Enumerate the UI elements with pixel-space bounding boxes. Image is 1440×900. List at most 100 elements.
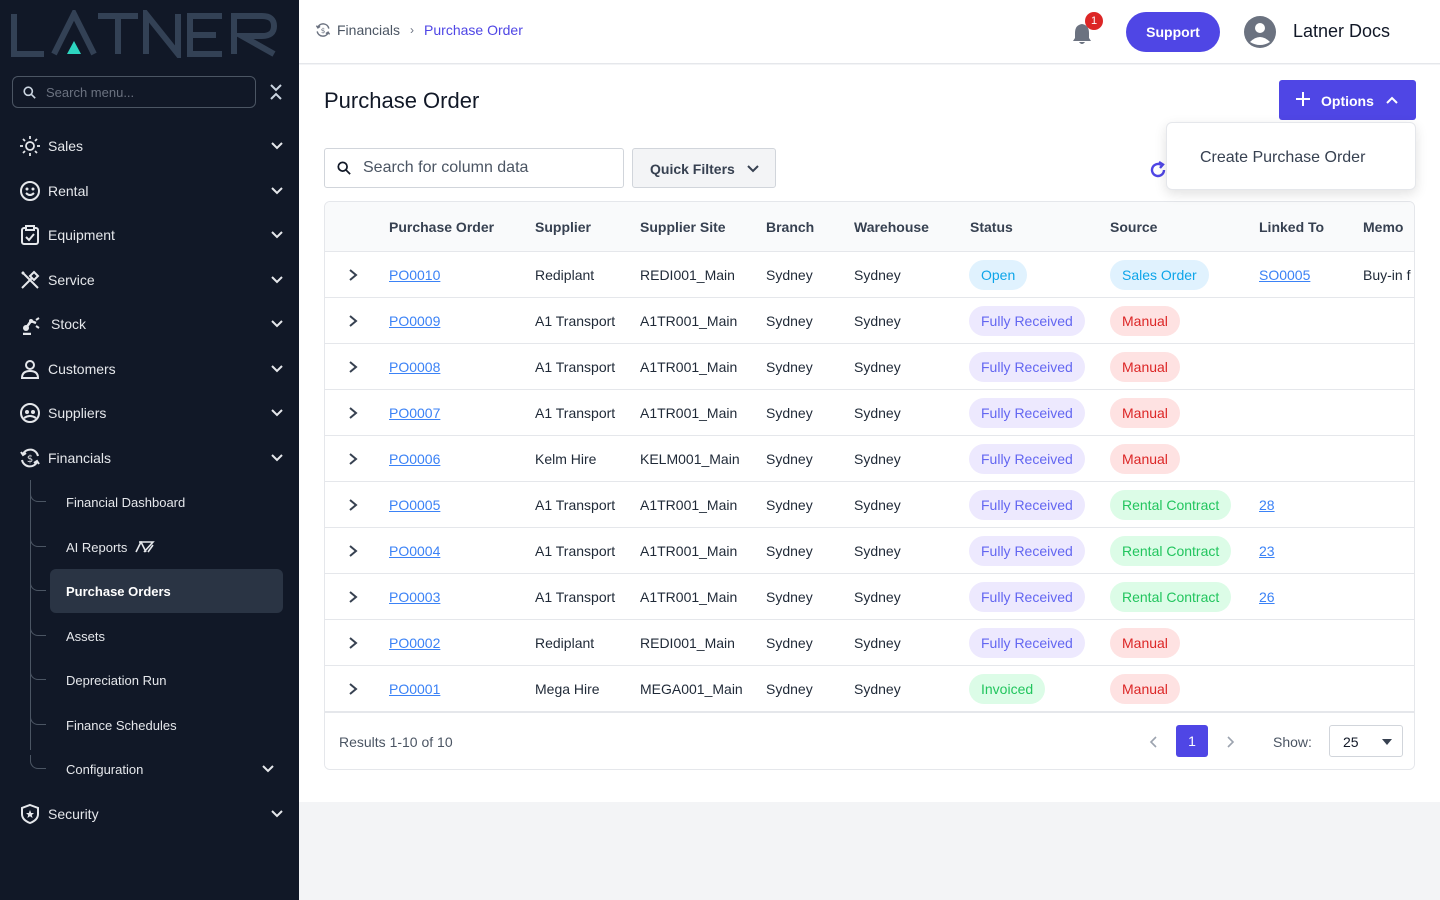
sidebar-item-customers[interactable]: Customers: [0, 347, 299, 391]
chevron-right-icon[interactable]: [1223, 735, 1237, 749]
linked-to-link[interactable]: 23: [1259, 543, 1275, 559]
linked-to-link[interactable]: 26: [1259, 589, 1275, 605]
column-search-input[interactable]: [363, 159, 603, 177]
column-header[interactable]: Source: [1110, 219, 1158, 235]
sidebar-item-security[interactable]: Security: [0, 792, 299, 836]
po-number-link[interactable]: PO0006: [389, 451, 441, 467]
column-search[interactable]: [324, 148, 624, 188]
quick-filters-button[interactable]: Quick Filters: [632, 148, 776, 188]
chevron-right-icon[interactable]: [347, 590, 359, 604]
chevron-down-icon: [271, 142, 283, 150]
po-number-link[interactable]: PO0005: [389, 497, 441, 513]
branch-cell: Sydney: [766, 313, 813, 329]
sidebar-item-stock[interactable]: Stock: [0, 302, 299, 346]
table-row[interactable]: PO0003 A1 Transport A1TR001_Main Sydney Sydn…: [325, 574, 1414, 620]
table-row[interactable]: PO0004 A1 Transport A1TR001_Main Sydney Sydn…: [325, 528, 1414, 574]
table-header: Purchase Order Supplier Supplier Site Br…: [325, 202, 1414, 252]
page-size-select[interactable]: 25: [1329, 725, 1403, 757]
status-badge: Open: [969, 260, 1028, 290]
po-number-link[interactable]: PO0003: [389, 589, 441, 605]
chevron-right-icon[interactable]: [347, 314, 359, 328]
po-number-link[interactable]: PO0007: [389, 405, 441, 421]
sidebar-sub-finance-schedules[interactable]: Finance Schedules: [50, 703, 283, 747]
chevron-right-icon[interactable]: [347, 452, 359, 466]
sidebar-sub-assets[interactable]: Assets: [50, 614, 283, 658]
tree-branch: [30, 533, 46, 547]
branch-cell: Sydney: [766, 681, 813, 697]
linked-to-link[interactable]: 28: [1259, 497, 1275, 513]
refresh-icon[interactable]: [1148, 160, 1168, 180]
table-row[interactable]: PO0009 A1 Transport A1TR001_Main Sydney Sydn…: [325, 298, 1414, 344]
column-header[interactable]: Supplier Site: [640, 219, 726, 235]
menu-search-input[interactable]: [46, 84, 236, 100]
column-header[interactable]: Memo: [1363, 219, 1404, 235]
column-header[interactable]: Branch: [766, 219, 815, 235]
chevron-right-icon[interactable]: [347, 636, 359, 650]
table-row[interactable]: PO0008 A1 Transport A1TR001_Main Sydney Sydn…: [325, 344, 1414, 390]
user-name[interactable]: Latner Docs: [1293, 21, 1391, 41]
table-row[interactable]: PO0001 Mega Hire MEGA001_Main Sydney Sydney I…: [325, 666, 1414, 712]
source-badge: Manual: [1110, 674, 1180, 704]
table-row[interactable]: PO0006 Kelm Hire KELM001_Main Sydney Sydney F…: [325, 436, 1414, 482]
po-number-link[interactable]: PO0008: [389, 359, 441, 375]
latner-logo[interactable]: [10, 10, 280, 58]
chevron-down-icon: [271, 454, 283, 462]
column-header[interactable]: Warehouse: [854, 219, 929, 235]
column-header[interactable]: Linked To: [1259, 219, 1325, 235]
sidebar-item-suppliers[interactable]: Suppliers: [0, 391, 299, 435]
po-number-link[interactable]: PO0010: [389, 267, 441, 283]
branch-cell: Sydney: [766, 589, 813, 605]
sidebar-sub-financial-dashboard[interactable]: Financial Dashboard: [50, 480, 283, 524]
options-button[interactable]: Options: [1279, 80, 1416, 120]
linked-to-link[interactable]: SO0005: [1259, 267, 1311, 283]
supplier-cell: Rediplant: [535, 635, 595, 651]
sidebar-item-sales[interactable]: Sales: [0, 124, 299, 168]
po-number-link[interactable]: PO0009: [389, 313, 441, 329]
avatar[interactable]: [1244, 16, 1276, 48]
bell-icon[interactable]: [1071, 22, 1093, 46]
chevron-down-icon: [271, 231, 283, 239]
purchase-order-table: Purchase Order Supplier Supplier Site Br…: [324, 201, 1415, 770]
chevron-right-icon[interactable]: [347, 406, 359, 420]
table-row[interactable]: PO0002 Rediplant REDI001_Main Sydney Sydney F…: [325, 620, 1414, 666]
status-badge: Fully Received: [969, 582, 1085, 612]
supplier-cell: Rediplant: [535, 267, 595, 283]
chevron-left-icon[interactable]: [1147, 735, 1161, 749]
po-number-link[interactable]: PO0004: [389, 543, 441, 559]
column-header[interactable]: Purchase Order: [389, 219, 495, 235]
column-header[interactable]: Supplier: [535, 219, 592, 235]
chevron-right-icon: ›: [410, 23, 415, 37]
sidebar-item-financials[interactable]: $ Financials: [0, 436, 299, 480]
chevron-right-icon[interactable]: [347, 360, 359, 374]
table-row[interactable]: PO0005 A1 Transport A1TR001_Main Sydney Sydn…: [325, 482, 1414, 528]
sidebar-sub-ai-reports[interactable]: AI Reports: [50, 525, 283, 569]
sidebar-item-equipment[interactable]: Equipment: [0, 213, 299, 257]
po-number-link[interactable]: PO0001: [389, 681, 441, 697]
chevron-down-icon: [271, 365, 283, 373]
status-badge: Fully Received: [969, 444, 1085, 474]
sidebar-sub-label: Financial Dashboard: [66, 494, 186, 510]
create-purchase-order-item[interactable]: Create Purchase Order: [1200, 149, 1366, 166]
sidebar-item-service[interactable]: Service: [0, 258, 299, 302]
support-button[interactable]: Support: [1126, 12, 1220, 52]
table-row[interactable]: PO0007 A1 Transport A1TR001_Main Sydney Sydn…: [325, 390, 1414, 436]
column-header[interactable]: Status: [970, 219, 1013, 235]
breadcrumb-financials[interactable]: Financials: [337, 22, 401, 38]
search-icon: [337, 161, 351, 175]
page-number-button[interactable]: 1: [1176, 725, 1208, 757]
chevron-right-icon[interactable]: [347, 498, 359, 512]
chevron-right-icon[interactable]: [347, 682, 359, 696]
chevron-right-icon[interactable]: [347, 544, 359, 558]
po-number-link[interactable]: PO0002: [389, 635, 441, 651]
chevron-down-icon: [271, 409, 283, 417]
chevron-down-icon: [747, 165, 759, 173]
sidebar-sub-purchase-orders[interactable]: Purchase Orders: [50, 569, 283, 613]
collapse-icon[interactable]: [268, 82, 284, 102]
table-row[interactable]: PO0010 Rediplant REDI001_Main Sydney Sydney O…: [325, 252, 1414, 298]
menu-search[interactable]: [12, 76, 256, 108]
sidebar-sub-configuration[interactable]: Configuration: [50, 747, 283, 791]
supplier-cell: Kelm Hire: [535, 451, 597, 467]
sidebar-sub-depreciation-run[interactable]: Depreciation Run: [50, 658, 283, 702]
sidebar-item-rental[interactable]: Rental: [0, 169, 299, 213]
chevron-right-icon[interactable]: [347, 268, 359, 282]
